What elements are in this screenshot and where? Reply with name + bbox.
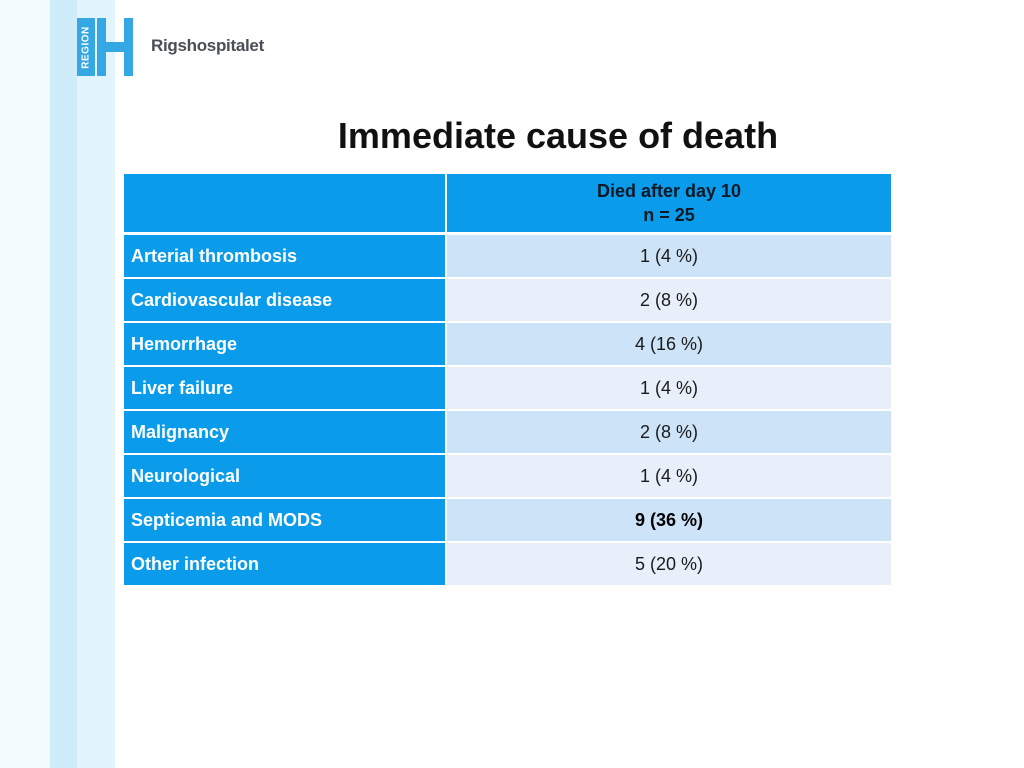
row-label: Other infection (124, 542, 447, 587)
row-value: 1 (4 %) (446, 366, 891, 411)
background-stripe (77, 0, 115, 768)
cause-of-death-table: Died after day 10 n = 25 Arterial thromb… (124, 174, 891, 587)
row-value: 9 (36 %) (446, 498, 891, 543)
row-value: 5 (20 %) (446, 542, 891, 587)
region-h-logo: REGION (77, 18, 137, 76)
table-header-row: Died after day 10 n = 25 (124, 174, 891, 235)
brand-name: Rigshospitalet (151, 36, 264, 55)
table-row: Malignancy 2 (8 %) (124, 410, 891, 455)
row-label: Arterial thrombosis (124, 233, 447, 279)
table-row: Other infection 5 (20 %) (124, 542, 891, 587)
row-label: Septicemia and MODS (124, 498, 447, 543)
table-row: Liver failure 1 (4 %) (124, 366, 891, 411)
row-label: Cardiovascular disease (124, 278, 447, 323)
row-value: 1 (4 %) (446, 233, 891, 279)
background-stripe (0, 0, 50, 768)
table-row: Cardiovascular disease 2 (8 %) (124, 278, 891, 323)
header-line-2: n = 25 (643, 205, 695, 225)
row-value: 4 (16 %) (446, 322, 891, 367)
table-row: Arterial thrombosis 1 (4 %) (124, 233, 891, 279)
table-row: Neurological 1 (4 %) (124, 454, 891, 499)
table-row: Septicemia and MODS 9 (36 %) (124, 498, 891, 543)
row-label: Malignancy (124, 410, 447, 455)
logo-region-bar: REGION (77, 18, 95, 76)
slide-title: Immediate cause of death (337, 115, 779, 156)
table-row: Hemorrhage 4 (16 %) (124, 322, 891, 367)
row-label: Hemorrhage (124, 322, 447, 367)
row-label: Neurological (124, 454, 447, 499)
header-blank-cell (124, 174, 447, 235)
row-label: Liver failure (124, 366, 447, 411)
row-value: 2 (8 %) (446, 278, 891, 323)
header-line-1: Died after day 10 (596, 181, 742, 201)
header-died-after-day-10: Died after day 10 n = 25 (446, 174, 891, 235)
row-value: 1 (4 %) (446, 454, 891, 499)
row-value: 2 (8 %) (446, 410, 891, 455)
logo-h-icon (97, 18, 133, 76)
background-stripe (50, 0, 77, 768)
